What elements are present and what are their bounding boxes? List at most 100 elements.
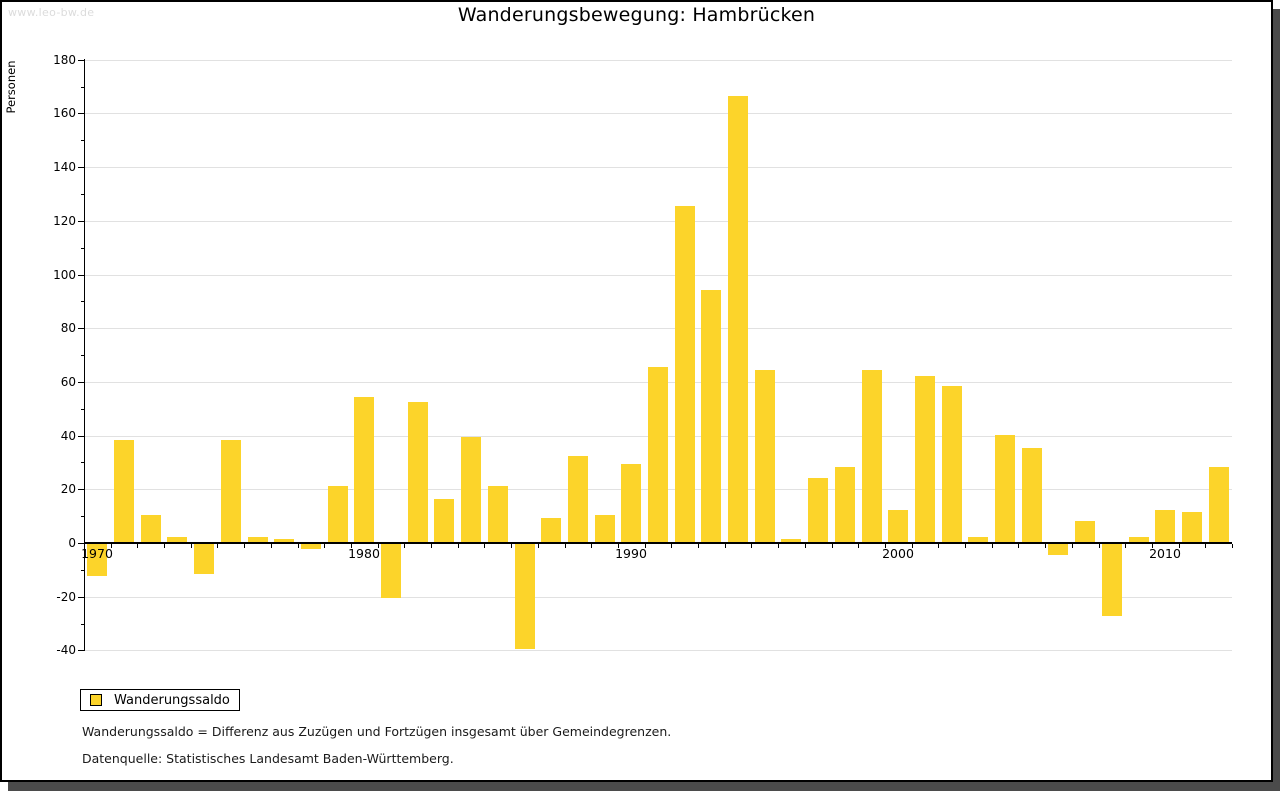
bar-1979 xyxy=(328,486,348,542)
x-tick xyxy=(324,544,325,548)
y-tick-label-60: 60 xyxy=(60,375,76,389)
x-tick xyxy=(298,544,299,548)
x-tick xyxy=(1152,544,1153,548)
bar-1973 xyxy=(167,537,187,542)
gridline--20 xyxy=(84,597,1232,598)
y-tick-label-20: 20 xyxy=(60,482,76,496)
x-tick xyxy=(565,544,566,548)
y-minor-tick xyxy=(81,624,84,625)
bar-1978 xyxy=(301,544,321,549)
x-tick-label-1990: 1990 xyxy=(615,546,647,561)
chart-title: Wanderungsbewegung: Hambrücken xyxy=(457,4,816,26)
x-tick xyxy=(591,544,592,548)
bar-1981 xyxy=(381,544,401,598)
x-tick xyxy=(992,544,993,548)
bar-2008 xyxy=(1102,544,1122,616)
x-tick xyxy=(832,544,833,548)
bar-2003 xyxy=(968,537,988,542)
x-tick xyxy=(378,544,379,548)
source-note: Datenquelle: Statistisches Landesamt Bad… xyxy=(82,751,454,766)
x-tick xyxy=(458,544,459,548)
x-tick xyxy=(217,544,218,548)
bar-1988 xyxy=(568,456,588,542)
x-tick xyxy=(618,544,619,548)
y-minor-tick xyxy=(81,248,84,249)
x-axis-line xyxy=(84,542,1232,544)
bar-1997 xyxy=(808,478,828,542)
x-tick xyxy=(805,544,806,548)
y-major-tick xyxy=(78,113,84,114)
bar-1996 xyxy=(781,539,801,542)
gridline-80 xyxy=(84,328,1232,329)
bar-1985 xyxy=(488,486,508,542)
watermark-url: www.leo-bw.de xyxy=(8,6,95,19)
x-tick xyxy=(538,544,539,548)
x-tick-label-2010: 2010 xyxy=(1149,546,1181,561)
gridline-140 xyxy=(84,167,1232,168)
x-tick-label-1970: 1970 xyxy=(81,546,113,561)
x-tick xyxy=(912,544,913,548)
legend-color-swatch xyxy=(90,694,102,706)
y-minor-tick xyxy=(81,194,84,195)
x-tick xyxy=(1125,544,1126,548)
x-tick xyxy=(111,544,112,548)
x-tick xyxy=(271,544,272,548)
x-tick xyxy=(191,544,192,548)
legend-label: Wanderungssaldo xyxy=(114,693,230,708)
bar-1995 xyxy=(755,370,775,542)
y-minor-tick xyxy=(81,355,84,356)
x-tick-label-2000: 2000 xyxy=(882,546,914,561)
y-minor-tick xyxy=(81,87,84,88)
x-tick xyxy=(1099,544,1100,548)
bar-1983 xyxy=(434,499,454,542)
y-major-tick xyxy=(78,489,84,490)
gridline-180 xyxy=(84,60,1232,61)
bar-1993 xyxy=(701,290,721,542)
y-tick-label-0: 0 xyxy=(68,536,76,550)
y-tick-label--20: -20 xyxy=(56,590,76,604)
legend-box[interactable]: Wanderungssaldo xyxy=(80,689,240,711)
y-tick-label-180: 180 xyxy=(53,53,76,67)
x-tick xyxy=(965,544,966,548)
bar-1990 xyxy=(621,464,641,542)
bar-2000 xyxy=(888,510,908,542)
y-major-tick xyxy=(78,221,84,222)
bar-1998 xyxy=(835,467,855,542)
y-major-tick xyxy=(78,328,84,329)
bar-2004 xyxy=(995,435,1015,542)
bar-1991 xyxy=(648,367,668,542)
gridline-160 xyxy=(84,113,1232,114)
x-tick xyxy=(164,544,165,548)
x-tick xyxy=(725,544,726,548)
y-tick-label--40: -40 xyxy=(56,643,76,657)
x-tick xyxy=(1205,544,1206,548)
x-tick xyxy=(778,544,779,548)
y-axis-title: Personen xyxy=(4,60,18,114)
x-tick xyxy=(885,544,886,548)
bar-1974 xyxy=(194,544,214,574)
bar-2012 xyxy=(1209,467,1229,542)
y-major-tick xyxy=(78,436,84,437)
y-minor-tick xyxy=(81,570,84,571)
bar-2002 xyxy=(942,386,962,542)
x-tick xyxy=(84,544,85,548)
bar-1984 xyxy=(461,437,481,542)
x-tick xyxy=(137,544,138,548)
y-major-tick xyxy=(78,167,84,168)
x-tick xyxy=(244,544,245,548)
x-tick xyxy=(1072,544,1073,548)
x-tick xyxy=(671,544,672,548)
bar-2006 xyxy=(1048,544,1068,555)
x-tick xyxy=(698,544,699,548)
definition-note: Wanderungssaldo = Differenz aus Zuzügen … xyxy=(82,724,672,739)
y-axis-line xyxy=(84,59,85,651)
x-tick-label-1980: 1980 xyxy=(348,546,380,561)
x-tick xyxy=(1232,544,1233,548)
y-minor-tick xyxy=(81,516,84,517)
bar-1999 xyxy=(862,370,882,542)
x-tick xyxy=(645,544,646,548)
bar-1992 xyxy=(675,206,695,542)
y-tick-label-160: 160 xyxy=(53,106,76,120)
x-tick xyxy=(511,544,512,548)
